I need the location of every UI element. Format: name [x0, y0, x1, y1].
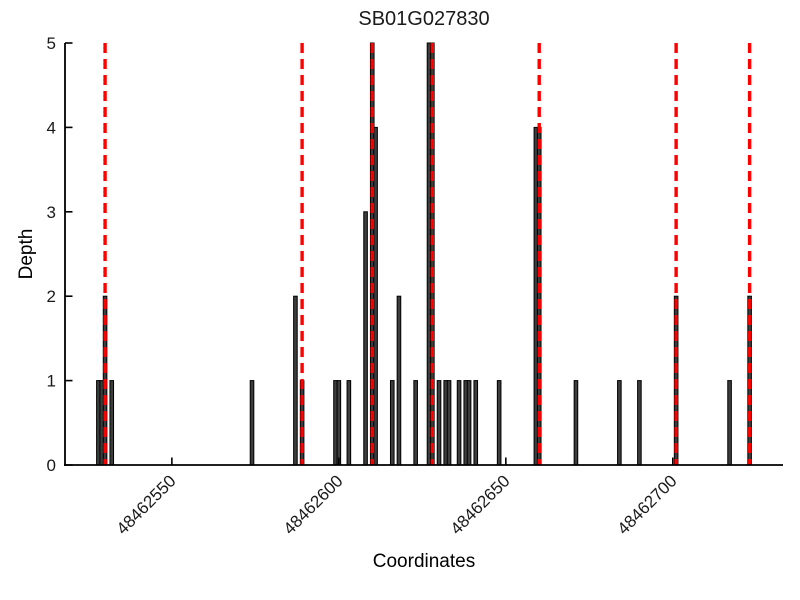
depth-bar	[496, 380, 502, 466]
depth-bar	[456, 380, 462, 466]
depth-bar	[473, 380, 479, 466]
depth-bar	[466, 380, 472, 466]
depth-bar	[346, 380, 352, 466]
depth-bar	[373, 126, 378, 466]
y-tick-label: 3	[47, 203, 56, 222]
x-tick-label: 48462550	[113, 471, 180, 538]
depth-bar	[727, 380, 732, 466]
y-tick-label: 1	[47, 372, 56, 391]
x-axis-label: Coordinates	[372, 551, 476, 572]
depth-bar	[436, 380, 442, 466]
depth-bar	[396, 295, 402, 466]
y-tick-label: 0	[47, 456, 56, 475]
depth-bar	[446, 380, 452, 466]
depth-bar	[249, 380, 255, 466]
depth-bar	[109, 380, 115, 466]
depth-bar	[617, 380, 622, 466]
x-tick-label: 48462650	[447, 471, 514, 538]
depth-bar	[336, 380, 342, 466]
depth-bar	[389, 380, 395, 466]
depth-bar	[413, 380, 418, 466]
depth-bar	[363, 211, 368, 466]
chart-title: SB01G027830	[358, 8, 490, 30]
y-tick-label: 2	[47, 287, 56, 306]
x-tick-label: 48462700	[614, 471, 681, 538]
depth-bar	[637, 380, 642, 466]
y-tick-label: 4	[47, 118, 56, 137]
depth-bar	[293, 295, 298, 466]
y-tick-label: 5	[47, 34, 56, 53]
depth-bar	[573, 380, 579, 466]
x-tick-label: 48462600	[280, 471, 347, 538]
